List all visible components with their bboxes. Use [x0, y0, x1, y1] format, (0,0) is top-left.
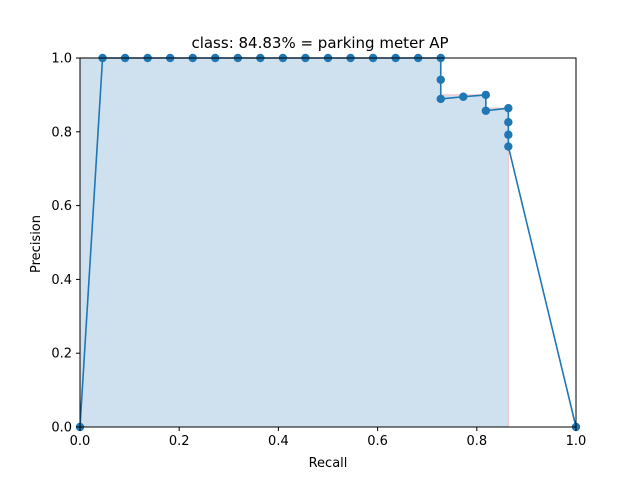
pr-point: [481, 106, 491, 115]
pr-point: [504, 142, 513, 151]
plot-frame: [79, 57, 577, 428]
x-tick-label: 0.8: [466, 434, 487, 449]
pr-point: [504, 130, 513, 139]
x-tick-label: 0.2: [169, 434, 190, 449]
chart-title: class: 84.83% = parking meter AP: [191, 34, 448, 52]
x-tick-label: 0.6: [367, 434, 388, 449]
pr-point: [481, 90, 491, 100]
x-tick-label: 0.4: [268, 434, 289, 449]
x-tick-label: 0.0: [70, 434, 91, 449]
y-tick-label: 0.6: [51, 199, 72, 214]
pr-point: [504, 118, 513, 127]
plot-area: [75, 53, 581, 432]
pr-point: [459, 92, 468, 101]
y-tick-label: 1.0: [51, 52, 72, 67]
axes: 0.0 0.2 0.4 0.6 0.8 1.0 0.0 0.2 0.4 0.6 0.8 1.0: [51, 52, 586, 450]
y-axis-label: Precision: [29, 215, 44, 273]
pr-point: [436, 94, 445, 104]
ap-area-fill: [80, 58, 509, 427]
y-tick-label: 0.2: [51, 347, 72, 362]
y-tick-label: 0.4: [51, 273, 72, 288]
x-tick-label: 1.0: [566, 434, 587, 449]
pr-point: [504, 103, 513, 113]
y-tick-label: 0.8: [51, 125, 72, 140]
x-axis-label: Recall: [309, 456, 348, 471]
pr-point: [436, 75, 445, 84]
y-tick-label: 0.0: [51, 421, 72, 436]
